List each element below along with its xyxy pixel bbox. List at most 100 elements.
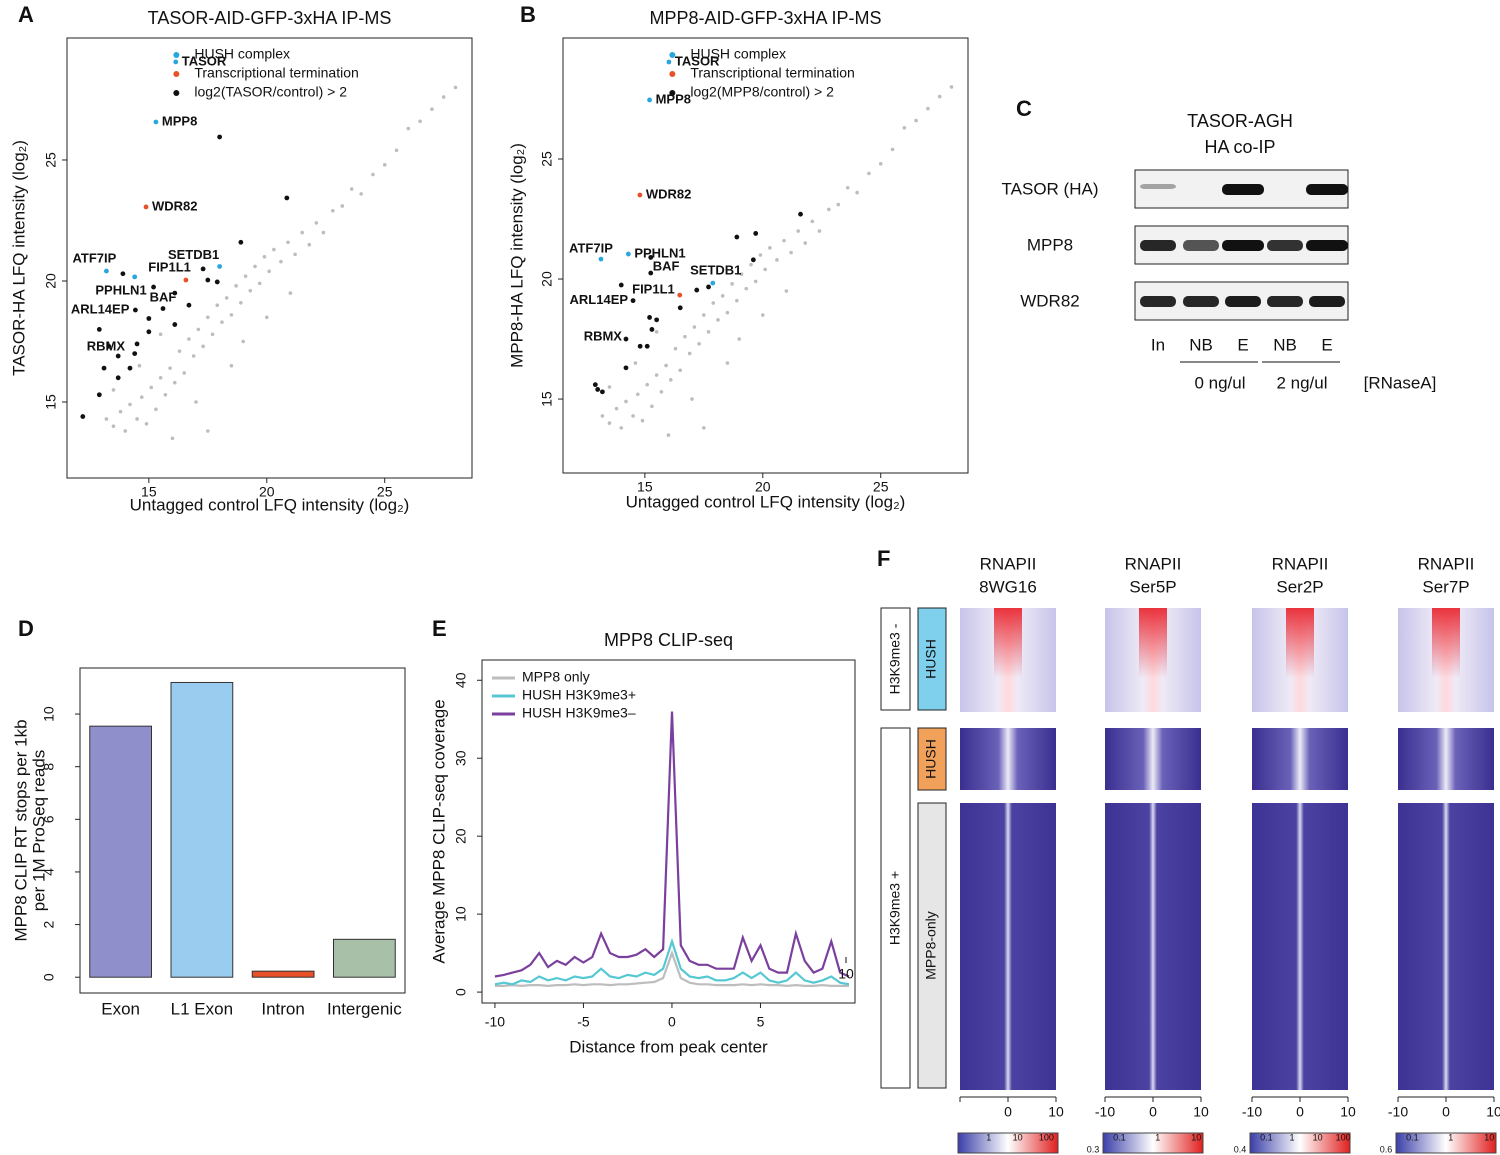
point <box>878 161 883 166</box>
panel-letter: B <box>520 2 536 27</box>
point <box>205 277 211 283</box>
y-tick-label: 8 <box>41 763 57 771</box>
point <box>749 262 753 267</box>
point <box>914 118 918 123</box>
point <box>96 392 102 398</box>
point <box>694 287 700 293</box>
column-title: RNAPII <box>1418 554 1475 573</box>
point <box>288 291 293 295</box>
point <box>937 94 942 99</box>
point <box>331 209 335 213</box>
legend-label: HUSH H3K9me3– <box>522 705 636 721</box>
chart-title: TASOR-AID-GFP-3xHA IP-MS <box>148 8 392 28</box>
point <box>598 256 604 262</box>
point <box>104 417 109 421</box>
colorbar-label: 1 <box>1155 1132 1160 1142</box>
point <box>798 211 803 217</box>
point <box>725 361 730 365</box>
point <box>760 313 765 317</box>
point <box>744 286 749 291</box>
point <box>284 195 290 201</box>
point <box>111 424 116 429</box>
blot-band <box>1306 240 1348 251</box>
subgroup-label: MPP8-only <box>923 911 939 979</box>
point <box>737 337 741 341</box>
colorbar-label: 0.1 <box>1260 1132 1273 1142</box>
panel-letter: D <box>18 616 34 641</box>
column-title: RNAPII <box>980 554 1037 573</box>
point <box>735 298 739 303</box>
plot-frame <box>66 37 473 479</box>
point <box>217 134 223 140</box>
blot-title: HA co-IP <box>1204 137 1275 157</box>
point <box>855 190 859 195</box>
panel-letter: C <box>1016 96 1032 121</box>
point <box>668 378 673 382</box>
heatmap-hotspot <box>994 608 1022 678</box>
point <box>257 281 262 286</box>
plot-frame <box>562 37 969 474</box>
point <box>710 280 716 286</box>
subgroup-box <box>917 802 947 1089</box>
colorbar <box>1395 1132 1497 1154</box>
panel-letter: A <box>18 2 34 27</box>
point <box>706 284 711 290</box>
heatmap-hotspot <box>1139 608 1167 678</box>
point <box>321 230 326 235</box>
point <box>183 277 189 283</box>
point <box>711 301 716 305</box>
point <box>229 363 234 368</box>
point <box>394 148 399 153</box>
point <box>186 302 192 308</box>
y-tick-label: 6 <box>41 815 57 823</box>
point <box>371 172 375 177</box>
point <box>619 426 624 430</box>
panel-letter: E <box>432 616 447 641</box>
y-axis-label: TASOR-HA LFQ intensity (log₂) <box>9 140 28 376</box>
blot-band <box>1222 184 1264 195</box>
y-tick-label: 20 <box>539 271 555 287</box>
x-tick-label: Intron <box>261 999 304 1018</box>
point <box>118 409 123 414</box>
colorbar-label: 10 <box>1191 1132 1201 1142</box>
point <box>359 192 363 196</box>
point <box>196 327 201 332</box>
bar <box>251 970 315 978</box>
point <box>134 341 140 347</box>
group-box <box>880 607 911 711</box>
heatmap-tick-label: 10 <box>1340 1104 1356 1120</box>
point <box>430 107 434 111</box>
point <box>637 343 643 349</box>
point <box>775 258 779 262</box>
point <box>902 125 907 130</box>
line-series <box>494 711 850 978</box>
point <box>949 85 954 89</box>
point <box>210 332 215 337</box>
point <box>659 390 664 394</box>
colorbar-label: 100 <box>1336 1132 1351 1142</box>
point <box>96 326 102 332</box>
blot-band <box>1306 184 1348 195</box>
heatmap-tick-label: -10 <box>1388 1104 1408 1120</box>
legend-label: HUSH complex <box>690 46 786 62</box>
point <box>123 429 128 433</box>
point <box>725 310 730 315</box>
heatmap-tick-label: 0 <box>1149 1104 1157 1120</box>
point <box>677 292 683 298</box>
point <box>149 385 154 390</box>
point <box>101 365 107 371</box>
blot-band <box>1309 296 1345 307</box>
y-axis-label: Average MPP8 CLIP-seq coverage <box>429 699 448 963</box>
point <box>631 414 635 418</box>
point <box>623 336 629 342</box>
column-title: Ser5P <box>1129 577 1176 596</box>
y-tick-label: 2 <box>41 920 57 928</box>
y-tick-label: 15 <box>43 394 59 410</box>
point-label: BAF <box>150 289 177 304</box>
point <box>758 253 763 257</box>
condition-label: 2 ng/ul <box>1276 373 1327 392</box>
legend-label: Transcriptional termination <box>690 65 854 81</box>
point <box>647 97 652 103</box>
colorbar-label: 1 <box>1289 1132 1294 1142</box>
y-tick-label: 0 <box>453 988 469 996</box>
